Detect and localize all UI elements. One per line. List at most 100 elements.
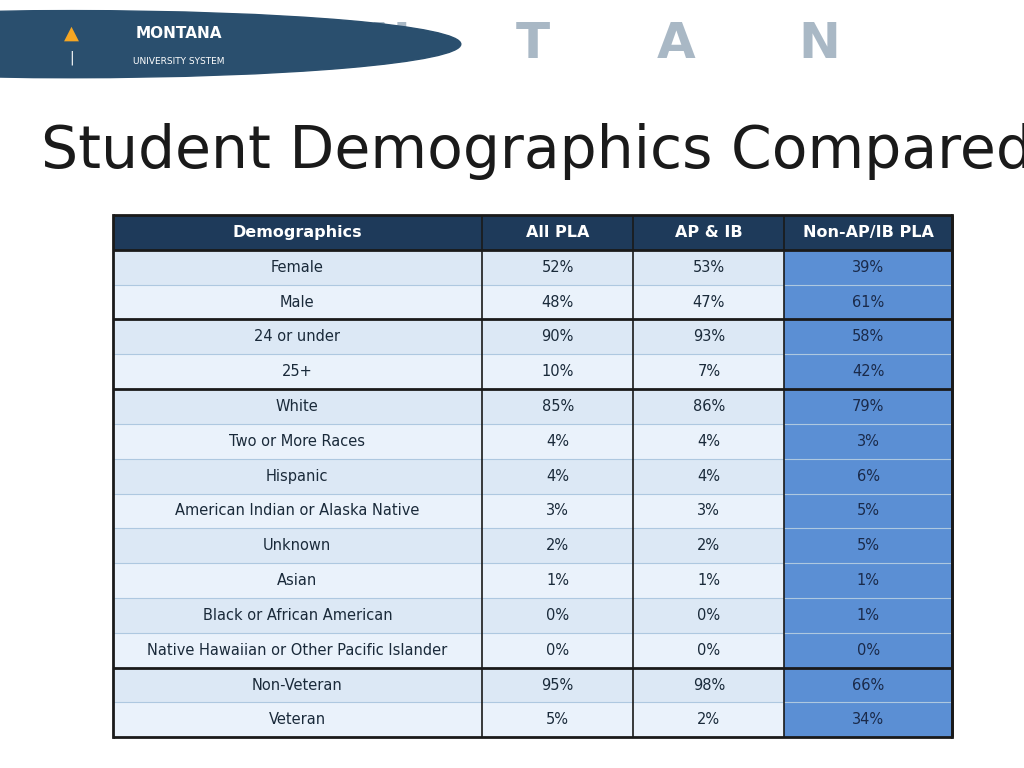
Bar bbox=[113, 458, 482, 494]
Bar bbox=[482, 703, 633, 737]
Bar bbox=[784, 703, 952, 737]
Bar bbox=[784, 667, 952, 703]
Text: 4%: 4% bbox=[697, 434, 720, 449]
Bar bbox=[113, 494, 482, 528]
Bar bbox=[784, 598, 952, 633]
Text: Two or More Races: Two or More Races bbox=[229, 434, 366, 449]
Text: 61%: 61% bbox=[852, 295, 885, 310]
Bar bbox=[113, 528, 482, 563]
Bar bbox=[482, 494, 633, 528]
Text: Female: Female bbox=[271, 260, 324, 275]
Bar bbox=[633, 528, 784, 563]
Text: Asian: Asian bbox=[278, 573, 317, 588]
Text: 0%: 0% bbox=[857, 643, 880, 657]
Bar bbox=[784, 633, 952, 667]
Text: 58%: 58% bbox=[852, 329, 885, 344]
Text: 4%: 4% bbox=[546, 434, 569, 449]
Bar bbox=[784, 285, 952, 319]
Bar bbox=[113, 285, 482, 319]
Bar bbox=[633, 319, 784, 354]
Text: N: N bbox=[799, 20, 840, 68]
Bar bbox=[482, 458, 633, 494]
Bar bbox=[113, 319, 482, 354]
Bar bbox=[482, 424, 633, 458]
Bar bbox=[482, 563, 633, 598]
Text: 3%: 3% bbox=[697, 504, 720, 518]
Bar bbox=[633, 458, 784, 494]
Bar bbox=[784, 215, 952, 250]
Text: T: T bbox=[515, 20, 550, 68]
Bar bbox=[482, 389, 633, 424]
Text: A: A bbox=[656, 20, 695, 68]
Bar bbox=[633, 598, 784, 633]
Text: 85%: 85% bbox=[542, 399, 573, 414]
Bar bbox=[784, 458, 952, 494]
Text: 7%: 7% bbox=[697, 364, 720, 379]
Bar bbox=[633, 703, 784, 737]
Bar bbox=[633, 563, 784, 598]
Bar bbox=[633, 354, 784, 389]
Text: Non-AP/IB PLA: Non-AP/IB PLA bbox=[803, 225, 934, 240]
Bar bbox=[784, 354, 952, 389]
Text: 1%: 1% bbox=[697, 573, 720, 588]
Text: Demographics: Demographics bbox=[232, 225, 362, 240]
Bar bbox=[633, 633, 784, 667]
Text: All PLA: All PLA bbox=[526, 225, 590, 240]
Text: 48%: 48% bbox=[542, 295, 573, 310]
Bar bbox=[482, 354, 633, 389]
Bar bbox=[633, 389, 784, 424]
Text: 93%: 93% bbox=[693, 329, 725, 344]
Bar bbox=[113, 354, 482, 389]
Bar bbox=[113, 667, 482, 703]
Text: 79%: 79% bbox=[852, 399, 885, 414]
Bar bbox=[482, 598, 633, 633]
Text: Student Demographics Compared: Student Demographics Compared bbox=[41, 123, 1024, 180]
Text: 0%: 0% bbox=[546, 608, 569, 623]
Text: 0%: 0% bbox=[697, 608, 720, 623]
Bar bbox=[482, 215, 633, 250]
Bar bbox=[784, 250, 952, 285]
Bar bbox=[784, 563, 952, 598]
Bar bbox=[784, 494, 952, 528]
Text: AP & IB: AP & IB bbox=[675, 225, 742, 240]
Circle shape bbox=[0, 11, 461, 78]
Bar bbox=[784, 528, 952, 563]
Text: ▲: ▲ bbox=[65, 24, 79, 43]
Bar bbox=[482, 285, 633, 319]
Bar bbox=[784, 424, 952, 458]
Text: 98%: 98% bbox=[692, 677, 725, 693]
Text: 1%: 1% bbox=[857, 608, 880, 623]
Text: Veteran: Veteran bbox=[269, 713, 326, 727]
Text: MONTANA: MONTANA bbox=[136, 26, 222, 41]
Text: 5%: 5% bbox=[857, 504, 880, 518]
Text: 66%: 66% bbox=[852, 677, 885, 693]
Text: 95%: 95% bbox=[542, 677, 573, 693]
Text: 6%: 6% bbox=[857, 468, 880, 484]
Text: Hispanic: Hispanic bbox=[266, 468, 329, 484]
Text: 3%: 3% bbox=[546, 504, 569, 518]
Bar bbox=[482, 250, 633, 285]
Text: 42%: 42% bbox=[852, 364, 885, 379]
Text: 24 or under: 24 or under bbox=[254, 329, 340, 344]
Bar bbox=[113, 389, 482, 424]
Bar bbox=[633, 215, 784, 250]
Text: 2%: 2% bbox=[697, 713, 720, 727]
Bar bbox=[633, 494, 784, 528]
Text: UNIVERSITY SYSTEM: UNIVERSITY SYSTEM bbox=[133, 58, 225, 66]
Text: 0%: 0% bbox=[546, 643, 569, 657]
Text: 5%: 5% bbox=[857, 538, 880, 553]
Bar bbox=[482, 528, 633, 563]
Bar bbox=[113, 215, 482, 250]
Text: Black or African American: Black or African American bbox=[203, 608, 392, 623]
Text: |: | bbox=[70, 50, 74, 65]
Bar bbox=[113, 563, 482, 598]
Text: Non-Veteran: Non-Veteran bbox=[252, 677, 343, 693]
Bar bbox=[633, 285, 784, 319]
Text: 90%: 90% bbox=[542, 329, 573, 344]
Text: 47%: 47% bbox=[692, 295, 725, 310]
Text: 1%: 1% bbox=[546, 573, 569, 588]
Text: Unknown: Unknown bbox=[263, 538, 332, 553]
Text: 1%: 1% bbox=[857, 573, 880, 588]
Bar bbox=[113, 424, 482, 458]
Text: 4%: 4% bbox=[546, 468, 569, 484]
